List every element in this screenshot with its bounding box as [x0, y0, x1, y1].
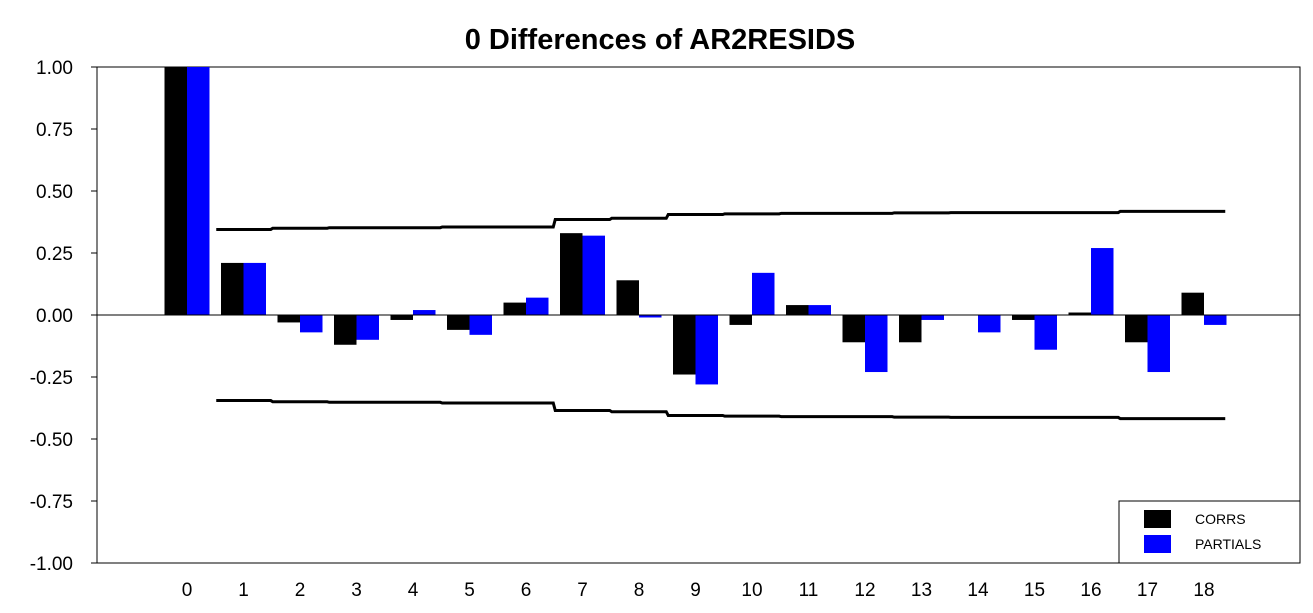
- bar-partials: [1035, 315, 1058, 350]
- y-axis: 1.00 0.75 0.50 0.25 0.00 -0.25 -0.50 -0.75 -1.00: [30, 58, 97, 575]
- legend-label-partials: PARTIALS: [1195, 536, 1261, 552]
- bar-corrs: [1125, 315, 1148, 342]
- x-tick-label: 1: [238, 580, 249, 601]
- bar-partials: [809, 305, 832, 315]
- y-tick-label: -0.25: [30, 368, 73, 389]
- legend: CORRS PARTIALS: [1119, 501, 1300, 563]
- bar-corrs: [843, 315, 866, 342]
- x-tick-label: 14: [967, 580, 989, 601]
- x-tick-label: 12: [854, 580, 875, 601]
- bar-partials: [470, 315, 493, 335]
- y-tick-label: -0.75: [30, 492, 73, 513]
- x-tick-label: 0: [182, 580, 193, 601]
- bar-corrs: [730, 315, 753, 325]
- bar-partials: [1204, 315, 1227, 325]
- x-tick-label: 15: [1024, 580, 1045, 601]
- x-tick-label: 9: [690, 580, 701, 601]
- y-tick-label: 1.00: [36, 58, 73, 79]
- y-tick-label: -0.50: [30, 430, 73, 451]
- bar-partials: [300, 315, 323, 332]
- bar-corrs: [617, 280, 640, 315]
- bar-corrs: [673, 315, 696, 375]
- y-tick-label: 0.00: [36, 306, 73, 327]
- x-tick-label: 4: [408, 580, 419, 601]
- bar-corrs: [447, 315, 470, 330]
- bar-corrs: [334, 315, 357, 345]
- bar-corrs: [560, 233, 583, 315]
- y-tick-label: -1.00: [30, 554, 73, 575]
- bar-corrs: [504, 303, 527, 315]
- bar-partials: [696, 315, 719, 384]
- bar-partials: [244, 263, 267, 315]
- legend-swatch-partials: [1144, 535, 1171, 553]
- bar-partials: [1091, 248, 1114, 315]
- bar-partials: [526, 298, 549, 315]
- bar-partials: [922, 315, 945, 320]
- bar-corrs: [165, 67, 188, 315]
- x-tick-label: 8: [634, 580, 645, 601]
- bar-partials: [752, 273, 775, 315]
- bar-partials: [1148, 315, 1171, 372]
- y-tick-label: 0.50: [36, 182, 73, 203]
- x-tick-label: 11: [799, 580, 819, 601]
- y-tick-label: 0.25: [36, 244, 73, 265]
- x-tick-label: 10: [741, 580, 762, 601]
- bar-partials: [978, 315, 1001, 332]
- x-tick-label: 16: [1080, 580, 1101, 601]
- bar-partials: [865, 315, 888, 372]
- bar-corrs: [1182, 293, 1205, 315]
- lower-bound-line: [216, 401, 1225, 419]
- x-tick-label: 18: [1193, 580, 1214, 601]
- legend-label-corrs: CORRS: [1195, 511, 1246, 527]
- bar-corrs: [391, 315, 414, 320]
- legend-swatch-corrs: [1144, 510, 1171, 528]
- x-tick-label: 7: [577, 580, 588, 601]
- x-tick-label: 6: [521, 580, 532, 601]
- bar-partials: [357, 315, 380, 340]
- bar-corrs: [221, 263, 244, 315]
- x-tick-label: 2: [295, 580, 306, 601]
- x-tick-label: 13: [911, 580, 932, 601]
- bar-partials: [187, 67, 210, 315]
- bars: [165, 67, 1227, 384]
- bar-corrs: [899, 315, 922, 342]
- chart-title: 0 Differences of AR2RESIDS: [465, 24, 856, 56]
- x-tick-label: 5: [464, 580, 475, 601]
- bar-corrs: [1012, 315, 1035, 320]
- bar-corrs: [786, 305, 809, 315]
- bar-corrs: [278, 315, 301, 322]
- bar-partials: [413, 310, 436, 315]
- upper-bound-line: [216, 211, 1225, 229]
- x-tick-label: 3: [351, 580, 362, 601]
- x-tick-label: 17: [1137, 580, 1158, 601]
- bar-partials: [583, 236, 606, 315]
- y-tick-label: 0.75: [36, 120, 73, 141]
